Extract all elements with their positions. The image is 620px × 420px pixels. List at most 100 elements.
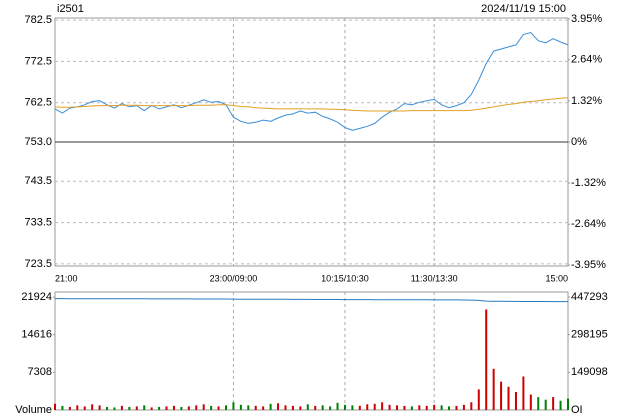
- volume-bar: [336, 402, 339, 410]
- volume-bar: [217, 406, 220, 410]
- plot-frame: [54, 291, 569, 411]
- y-tick-label: 21924: [21, 291, 52, 303]
- volume-bar: [120, 405, 123, 410]
- y2-tick-label: 1.32%: [571, 95, 602, 107]
- volume-bar: [277, 403, 280, 410]
- x-tick-label: 15:00: [545, 273, 568, 283]
- volume-bar: [61, 405, 64, 410]
- volume-bar: [329, 406, 332, 410]
- volume-bar: [91, 404, 94, 410]
- volume-bar: [314, 405, 317, 410]
- volume-bar: [366, 404, 369, 410]
- volume-bar: [343, 404, 346, 410]
- volume-bar: [500, 381, 503, 410]
- volume-bar: [150, 407, 153, 410]
- price-line: [54, 31, 569, 131]
- y2-tick-label: 2.64%: [571, 54, 602, 66]
- volume-bar: [567, 398, 569, 410]
- volume-bar: [98, 405, 101, 410]
- volume-bar: [135, 406, 138, 410]
- volume-bar: [448, 406, 451, 410]
- volume-bar: [455, 405, 458, 410]
- volume-bar: [358, 405, 361, 410]
- volume-bar: [106, 406, 109, 410]
- volume-bar: [388, 404, 391, 410]
- volume-bar: [76, 405, 79, 410]
- volume-bar: [410, 406, 413, 410]
- volume-bar: [470, 402, 473, 410]
- volume-bar: [291, 405, 294, 410]
- y2-tick-label: 3.95%: [571, 13, 602, 25]
- volume-bar: [195, 405, 198, 410]
- x-tick-label: 11:30/13:30: [411, 273, 458, 283]
- volume-bar: [381, 402, 384, 410]
- y-tick-label: 14616: [21, 329, 52, 341]
- volume-bar: [396, 405, 398, 410]
- legend-label: OI: [571, 404, 583, 416]
- volume-bar: [373, 403, 376, 410]
- volume-bar: [514, 391, 517, 410]
- y-tick-label: 7308: [28, 366, 52, 378]
- volume-bar: [225, 405, 227, 410]
- volume-bar: [113, 407, 116, 410]
- y-tick-label: 753.0: [24, 136, 52, 148]
- volume-bar: [462, 404, 465, 410]
- volume-bar: [529, 394, 532, 410]
- volume-bar: [254, 405, 257, 410]
- y2-tick-label: 447293: [571, 291, 608, 303]
- y2-tick-label: 149098: [571, 366, 608, 378]
- y2-tick-label: -2.64%: [571, 218, 606, 230]
- volume-bar: [83, 406, 86, 410]
- volume-bar: [165, 406, 168, 410]
- volume-bar: [544, 399, 547, 410]
- oi-line: [55, 298, 568, 303]
- volume-bar: [158, 406, 161, 410]
- volume-bar: [202, 404, 205, 410]
- volume-bar: [172, 405, 175, 410]
- volume-bar: [559, 400, 562, 410]
- y-tick-label: 743.5: [24, 175, 52, 187]
- volume-bar: [537, 397, 540, 410]
- y-tick-label: 772.5: [24, 55, 52, 67]
- volume-bar: [284, 405, 287, 410]
- volume-bar: [433, 404, 436, 410]
- volume-bar: [262, 406, 265, 410]
- volume-bar: [299, 406, 302, 410]
- y-tick-label: 762.5: [24, 97, 52, 109]
- volume-bar: [306, 404, 309, 410]
- volume-bar: [68, 406, 71, 410]
- volume-bar: [269, 403, 272, 410]
- volume-bar: [54, 403, 56, 410]
- volume-bar: [403, 405, 406, 410]
- volume-bar: [425, 405, 428, 410]
- y2-tick-label: -3.95%: [571, 259, 606, 271]
- y-tick-label: 733.5: [24, 217, 52, 229]
- volume-bar: [492, 368, 495, 410]
- chart-title: i2501: [57, 3, 84, 15]
- chart-subtitle: 2024/11/19 15:00: [481, 3, 566, 15]
- y-tick-label: 782.5: [24, 14, 52, 26]
- volume-bar: [210, 405, 213, 410]
- volume-bar: [552, 397, 555, 410]
- volume-bar: [351, 405, 354, 410]
- y2-tick-label: 0%: [571, 136, 587, 148]
- volume-bar: [239, 404, 242, 410]
- x-tick-label: 10:15/10:30: [321, 273, 369, 283]
- x-tick-label: 23:00/09:00: [210, 273, 258, 283]
- volume-bar: [477, 389, 480, 410]
- price-line: [54, 97, 569, 112]
- volume-bar: [418, 405, 421, 410]
- volume-bar: [485, 309, 488, 410]
- legend-label: Volume: [15, 404, 52, 416]
- volume-bar: [321, 405, 324, 410]
- volume-bar: [143, 405, 146, 410]
- volume-bar: [507, 386, 510, 410]
- volume-bar: [232, 402, 235, 410]
- x-tick-label: 21:00: [55, 273, 78, 283]
- volume-bar: [522, 376, 525, 410]
- y-tick-label: 723.5: [24, 258, 52, 270]
- y2-tick-label: -1.32%: [571, 177, 606, 189]
- volume-bar: [128, 406, 131, 410]
- y2-tick-label: 298195: [571, 329, 608, 341]
